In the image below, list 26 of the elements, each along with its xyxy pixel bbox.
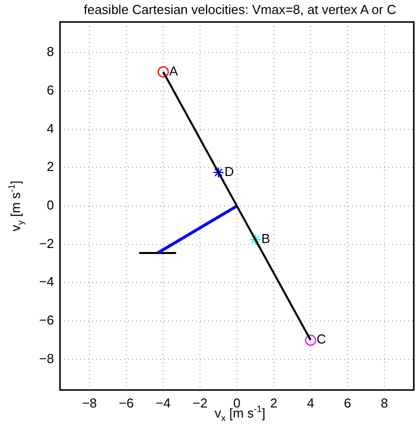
- point: [305, 334, 316, 346]
- chart-title: feasible Cartesian velocities: Vmax=8, at vertex A or C: [82, 2, 398, 17]
- point: [158, 66, 169, 78]
- x-tick-label: −8: [82, 395, 97, 410]
- y-tick-label: 6: [46, 82, 54, 98]
- annotation: C: [316, 332, 326, 347]
- x-tick-label: 2: [270, 395, 278, 410]
- y-tick-label: −8: [39, 350, 54, 366]
- x-tick-label: 8: [380, 395, 388, 410]
- annotation: A: [169, 63, 178, 78]
- x-tick-label: −2: [192, 395, 208, 410]
- x-tick-label: −6: [118, 395, 134, 410]
- y-tick-label: 0: [46, 198, 54, 213]
- annotation: B: [261, 231, 270, 246]
- y-tick-label: −2: [39, 236, 54, 251]
- x-tick-label: 4: [306, 395, 314, 410]
- y-tick-label: 8: [46, 44, 54, 60]
- y-tick-label: −6: [39, 312, 54, 328]
- y-tick-label: 4: [46, 120, 54, 136]
- x-tick-label: 6: [344, 395, 352, 410]
- point: [212, 166, 224, 178]
- annotation: D: [224, 164, 234, 180]
- x-tick-label: −4: [156, 395, 171, 410]
- point: [250, 234, 261, 246]
- y-tick-label: −4: [39, 274, 54, 290]
- y-tick-label: 2: [46, 159, 54, 174]
